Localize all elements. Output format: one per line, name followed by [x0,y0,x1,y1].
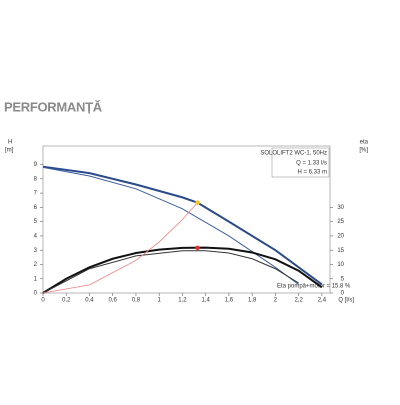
curve [42,166,299,285]
page-title: PERFORMANȚĂ [4,99,103,114]
y2-tick-label: 10 [337,262,344,268]
x-tick-label: 0 [41,298,45,304]
curve [42,250,299,294]
y2-tick-label: 5 [341,276,345,282]
info-line: Q = 1.33 l/s [296,161,327,167]
y-tick-label: 8 [34,176,38,182]
info-box [271,147,330,178]
info-line: SOLOLIFT2 WC-1, 50Hz [260,151,327,157]
y-axis-label: H [8,140,12,146]
point-marker [195,200,200,205]
y-tick-label: 0 [34,291,38,297]
y2-tick-label: 20 [337,233,344,239]
y2-tick-label: 0 [341,291,345,297]
y-tick-label: 9 [34,162,38,168]
y-tick-label: 1 [34,276,38,282]
y-axis-unit: [m] [5,148,14,154]
curve [42,246,323,294]
y-tick-label: 5 [34,219,38,225]
plot-frame [42,145,331,294]
x-axis-label: Q [l/s] [338,298,354,304]
info-line: H = 6.33 m [297,170,327,176]
x-tick-label: 1,4 [202,298,211,304]
y-tick-label: 6 [34,205,38,211]
y2-tick-label: 30 [337,205,344,211]
y2-axis-label: eta [360,140,369,146]
y-tick-label: 4 [34,233,38,239]
x-tick-label: 0,8 [132,298,141,304]
curve [42,202,198,294]
x-tick-label: 0,2 [62,298,71,304]
x-tick-label: 1 [158,298,162,304]
x-tick-label: 0,4 [85,298,94,304]
annotation: Eta pompă+motor = 15.8 % [277,284,351,290]
x-tick-label: 1,2 [178,298,187,304]
y2-tick-label: 25 [337,219,344,225]
curve [42,165,323,286]
x-tick-label: 0,6 [109,298,118,304]
x-tick-label: 2,2 [294,298,303,304]
y-tick-label: 2 [34,262,38,268]
x-tick-label: 1,6 [225,298,234,304]
y2-axis-unit: [%] [359,148,368,154]
x-tick-label: 1,8 [248,298,257,304]
x-tick-label: 2 [274,298,278,304]
point-marker [195,245,200,251]
x-tick-label: 2,4 [318,298,327,304]
y-tick-label: 7 [34,191,38,197]
y-tick-label: 3 [34,248,38,254]
y2-tick-label: 15 [337,248,344,254]
